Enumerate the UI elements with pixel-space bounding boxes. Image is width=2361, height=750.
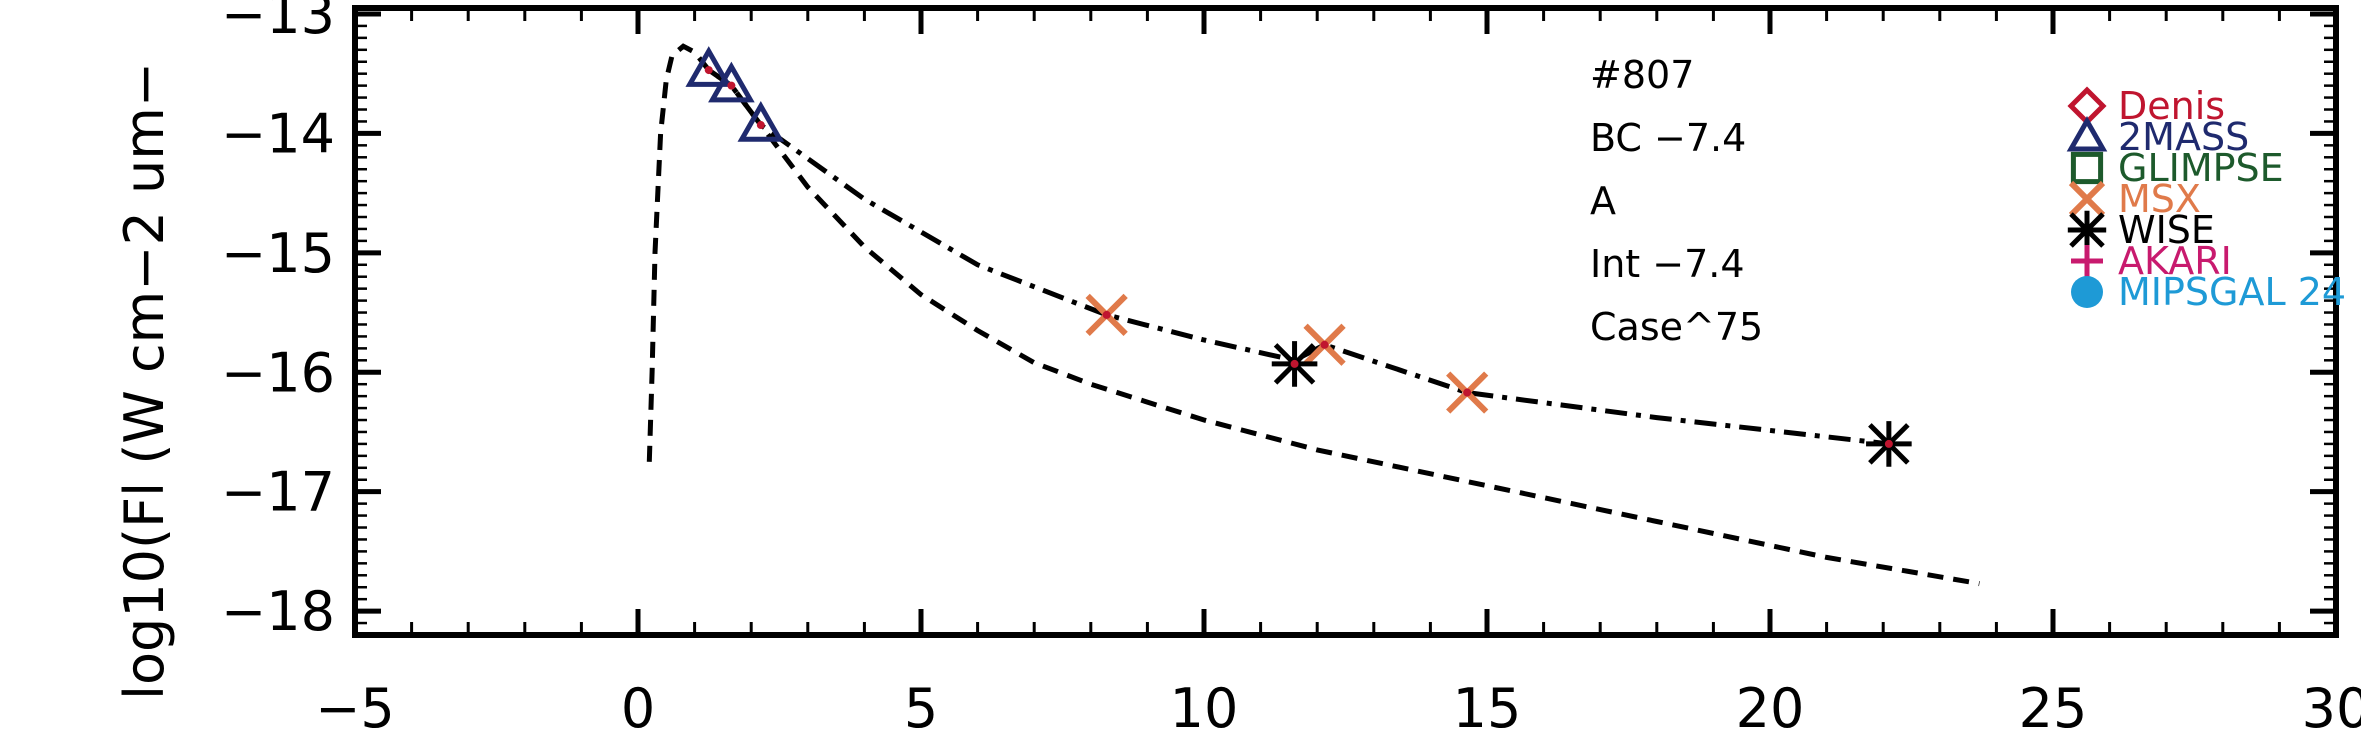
legend-marker-mipsgal [2071, 276, 2103, 308]
annotation-line: BC −7.4 [1590, 116, 1746, 160]
legend-marker-msx [2068, 180, 2106, 218]
data-point-2mass [708, 61, 755, 103]
x-tick-label: 15 [1453, 677, 1522, 740]
legend-marker-akari [2071, 245, 2103, 277]
data-points [685, 46, 1912, 467]
annotation-line: Int −7.4 [1590, 242, 1745, 286]
legend-label: MIPSGAL 24 [2118, 270, 2346, 314]
annotation-line: #807 [1590, 53, 1694, 97]
plot-border [352, 5, 2339, 638]
data-point-center [1463, 388, 1472, 397]
y-tick-label: −18 [221, 580, 335, 643]
x-tick-label: 30 [2302, 677, 2361, 740]
model-curve-dashed [646, 43, 1980, 587]
data-point-center [1102, 310, 1111, 319]
legend-label: Denis [2118, 84, 2225, 128]
x-tick-label: 20 [1736, 677, 1805, 740]
annotation-line: Case^75 [1590, 305, 1763, 349]
x-tick-label: 10 [1170, 677, 1239, 740]
legend-label: 2MASS [2118, 115, 2249, 159]
legend-marker-glimpse [2070, 151, 2104, 185]
plot-frame [352, 5, 2339, 638]
data-point-center [704, 66, 713, 75]
x-tick-label: 0 [621, 677, 655, 740]
legend-label: MSX [2118, 177, 2201, 221]
annotation-block: #807 BC −7.4 A Int −7.4 Case^75 [1590, 53, 1763, 349]
data-point-2mass [685, 46, 733, 87]
legend-marker-2mass [2066, 115, 2108, 152]
annotation-line: A [1590, 179, 1616, 223]
y-tick-label: −13 [221, 0, 335, 46]
y-tick-label: −14 [221, 102, 335, 165]
x-tick-label: −5 [315, 677, 395, 740]
data-point-center [1320, 340, 1329, 349]
y-axis-label: log10(Fl (W cm−2 um− [113, 62, 176, 700]
y-tick-label: −16 [221, 341, 335, 404]
legend-label: GLIMPSE [2118, 146, 2284, 190]
y-tick-label: −17 [221, 461, 335, 524]
legend-label: WISE [2118, 208, 2215, 252]
data-point-center [756, 121, 765, 130]
data-point-center [1290, 359, 1299, 368]
x-tick-label: 25 [2019, 677, 2088, 740]
y-tick-label: −15 [221, 222, 335, 285]
data-point-center [1884, 439, 1893, 448]
legend-marker-wise [2067, 210, 2107, 250]
data-point-2mass [737, 101, 785, 142]
axis-ticks: −5 0 5 10 15 20 25 30 −13 −14 −15 −16 −17 −18 [221, 0, 2361, 740]
legend-label: AKARI [2118, 239, 2232, 283]
model-curves [646, 43, 1980, 587]
data-point-center [727, 81, 736, 90]
x-tick-label: 5 [904, 677, 938, 740]
